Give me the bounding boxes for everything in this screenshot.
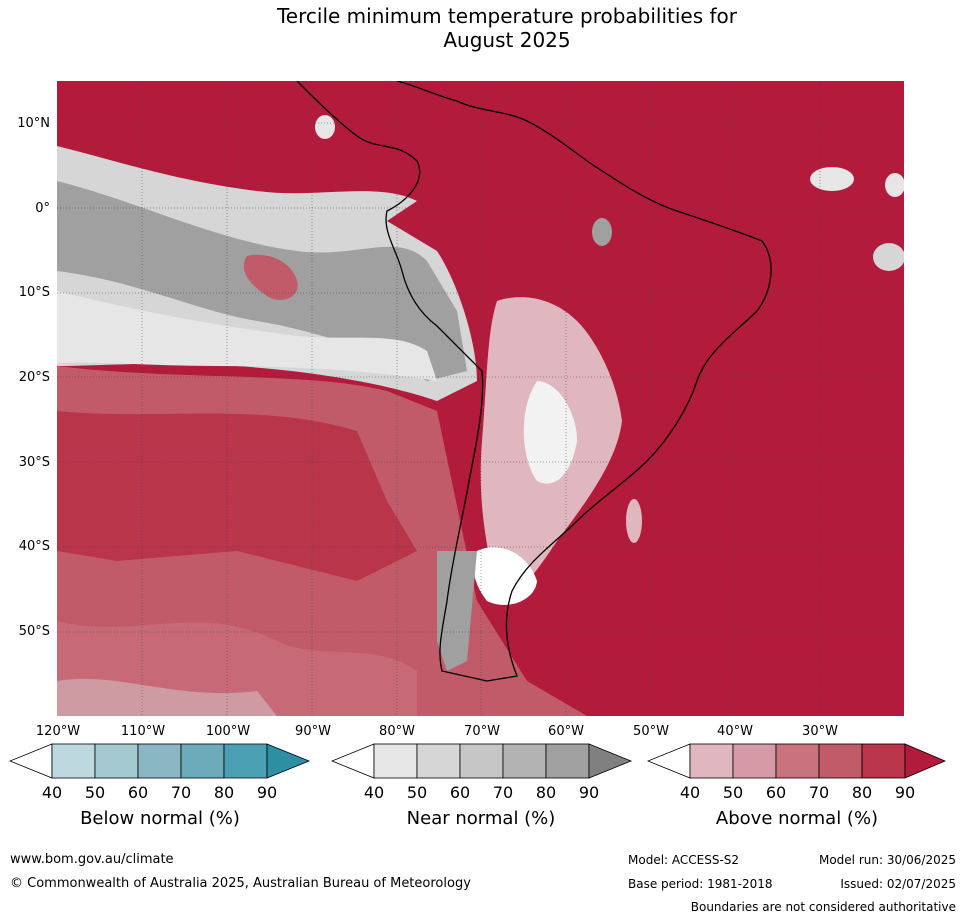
swatch-below-2	[94, 743, 139, 779]
tick: 70	[170, 783, 192, 802]
southern-pink-patch	[57, 621, 417, 716]
probability-map	[57, 81, 904, 716]
swatch-near-3	[459, 743, 504, 779]
red-patch-equatorial	[243, 254, 298, 301]
lon-label-100w: 100°W	[205, 724, 251, 739]
colorbar-below-normal-swatches	[9, 743, 311, 779]
swatch-below-0	[9, 743, 53, 779]
swatch-below-3	[137, 743, 182, 779]
near-normal-band-light	[57, 291, 437, 381]
lon-label-110w: 110°W	[120, 724, 166, 739]
lat-label-20s: 20°S	[18, 370, 50, 385]
lon-label-40w: 40°W	[717, 724, 753, 739]
swatch-near-2	[416, 743, 461, 779]
swatch-below-6	[266, 743, 311, 779]
swatch-above-1	[689, 743, 734, 779]
tick: 80	[213, 783, 235, 802]
swatch-below-4	[180, 743, 225, 779]
copyright-text: © Commonwealth of Australia 2025, Austra…	[10, 876, 471, 891]
tick: 40	[41, 783, 63, 802]
atlantic-grey-spot	[873, 243, 904, 271]
lat-label-40s: 40°S	[18, 539, 50, 554]
chart-title: Tercile minimum temperature probabilitie…	[0, 4, 965, 52]
tick: 90	[256, 783, 278, 802]
coastline	[296, 81, 772, 682]
colorbar-near-normal-swatches	[331, 743, 633, 779]
tick: 80	[851, 783, 873, 802]
lon-label-70w: 70°W	[464, 724, 500, 739]
title-line-2: August 2025	[443, 28, 571, 52]
atlantic-white-spot-1	[810, 167, 854, 191]
tick: 70	[808, 783, 830, 802]
colorbar-near-normal	[331, 743, 633, 779]
colorbar-below-normal	[9, 743, 311, 779]
land-white-patch	[523, 381, 577, 484]
lat-label-30s: 30°S	[18, 455, 50, 470]
amazon-grey-spot	[592, 218, 612, 246]
tick: 60	[127, 783, 149, 802]
tick: 50	[722, 783, 744, 802]
map-canvas	[57, 81, 904, 716]
model-run-text: Model run: 30/06/2025	[818, 853, 956, 867]
colorbar-above-title: Above normal (%)	[715, 808, 879, 829]
swatch-above-5	[861, 743, 906, 779]
colorbar-above-normal-swatches	[647, 743, 947, 779]
tick: 40	[679, 783, 701, 802]
chile-grey-patch	[437, 551, 477, 671]
swatch-above-6	[904, 743, 947, 779]
lon-label-30w: 30°W	[802, 724, 838, 739]
lon-label-60w: 60°W	[548, 724, 584, 739]
lat-label-10s: 10°S	[18, 285, 50, 300]
tick: 60	[449, 783, 471, 802]
swatch-above-2	[732, 743, 777, 779]
swatch-below-1	[51, 743, 96, 779]
tick: 40	[363, 783, 385, 802]
southern-ocean-dark	[57, 411, 417, 581]
tick: 50	[406, 783, 428, 802]
pacific-white-spot	[315, 115, 335, 139]
lon-label-80w: 80°W	[379, 724, 415, 739]
swatch-near-6	[588, 743, 633, 779]
swatch-below-5	[223, 743, 268, 779]
patagonia-white-patch	[473, 547, 537, 605]
colorbar-near-title: Near normal (%)	[406, 808, 556, 829]
tick: 90	[894, 783, 916, 802]
south-atlantic-pink-spot	[626, 499, 642, 543]
lon-label-90w: 90°W	[295, 724, 331, 739]
lon-label-120w: 120°W	[35, 724, 81, 739]
swatch-above-0	[647, 743, 691, 779]
swatch-near-4	[502, 743, 547, 779]
swatch-near-5	[545, 743, 590, 779]
lat-label-10n: 10°N	[17, 116, 50, 131]
tick: 90	[578, 783, 600, 802]
swatch-above-3	[775, 743, 820, 779]
swatch-near-1	[373, 743, 418, 779]
model-text: Model: ACCESS-S2	[628, 853, 740, 867]
tick: 80	[535, 783, 557, 802]
atlantic-white-spot-2	[885, 173, 904, 197]
tick: 60	[765, 783, 787, 802]
website-link[interactable]: www.bom.gov.au/climate	[10, 852, 174, 867]
lat-label-0: 0°	[35, 201, 50, 216]
colorbar-above-normal	[647, 743, 949, 779]
lon-label-50w: 50°W	[633, 724, 669, 739]
graticule	[57, 81, 904, 716]
tick: 50	[84, 783, 106, 802]
lat-label-50s: 50°S	[18, 624, 50, 639]
base-period-text: Base period: 1981-2018	[628, 877, 773, 891]
colorbar-below-title: Below normal (%)	[80, 808, 240, 829]
disclaimer-text: Boundaries are not considered authoritat…	[690, 900, 956, 914]
tick: 70	[492, 783, 514, 802]
title-line-1: Tercile minimum temperature probabilitie…	[276, 4, 738, 28]
swatch-above-4	[818, 743, 863, 779]
swatch-near-0	[331, 743, 375, 779]
issued-text: Issued: 02/07/2025	[840, 877, 956, 891]
